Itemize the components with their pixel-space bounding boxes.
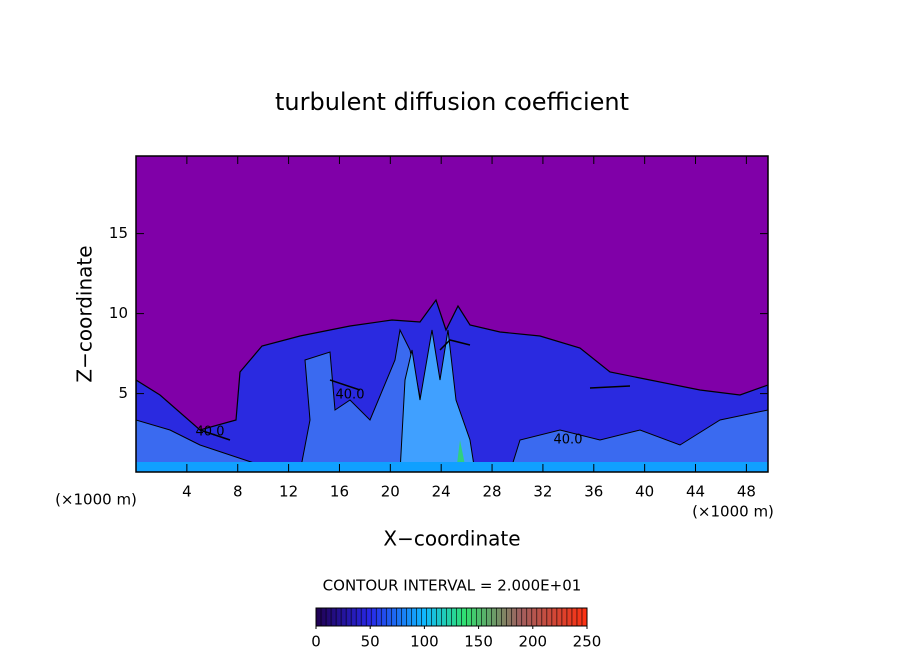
- x-tick-label: 40: [635, 483, 654, 501]
- contour-field: [136, 156, 768, 472]
- contour-interval: CONTOUR INTERVAL = 2.000E+01: [323, 577, 582, 595]
- x-tick-label: 4: [182, 483, 192, 501]
- x-unit: (×1000 m): [692, 503, 774, 521]
- contour-label: 40.0: [554, 433, 583, 448]
- chart-title: turbulent diffusion coefficient: [275, 88, 629, 116]
- contour-label: 40.0: [336, 388, 365, 403]
- y-tick-label: 10: [109, 304, 128, 322]
- y-tick-label: 15: [109, 224, 128, 242]
- x-tick-label: 28: [483, 483, 502, 501]
- x-tick-label: 48: [737, 483, 756, 501]
- colorbar-tick-label: 150: [464, 633, 493, 651]
- y-tick-label: 5: [118, 384, 128, 402]
- colorbar-tick-label: 50: [361, 633, 380, 651]
- y-axis-label: Z−coordinate: [73, 245, 97, 382]
- x-tick-label: 16: [330, 483, 349, 501]
- x-tick-label: 12: [279, 483, 298, 501]
- x-tick-label: 8: [233, 483, 243, 501]
- x-tick-label: 36: [584, 483, 603, 501]
- colorbar-tick-label: 100: [410, 633, 439, 651]
- y-unit: (×1000 m): [55, 491, 137, 509]
- contour-label: 40.0: [196, 425, 225, 440]
- colorbar-tick-label: 200: [518, 633, 547, 651]
- x-tick-label: 24: [432, 483, 451, 501]
- x-axis-label: X−coordinate: [383, 527, 520, 551]
- x-tick-label: 20: [381, 483, 400, 501]
- colorbar-tick-label: 250: [573, 633, 602, 651]
- x-tick-label: 32: [533, 483, 552, 501]
- colorbar-tick-label: 0: [311, 633, 321, 651]
- x-tick-label: 44: [686, 483, 705, 501]
